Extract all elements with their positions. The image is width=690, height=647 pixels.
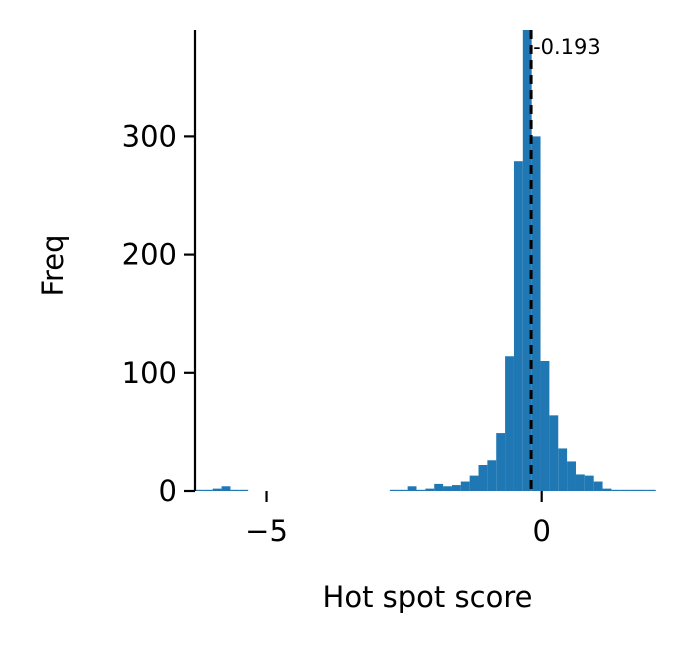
histogram-bar bbox=[637, 489, 647, 491]
histogram-bar bbox=[558, 448, 568, 491]
histogram-bar bbox=[460, 481, 470, 491]
histogram-bar bbox=[487, 460, 497, 491]
x-tick-label: 0 bbox=[532, 514, 550, 548]
histogram-bar bbox=[540, 360, 550, 491]
histogram-bar bbox=[451, 485, 461, 491]
histogram-bar bbox=[239, 489, 249, 491]
histogram-bar bbox=[398, 489, 408, 491]
reference-line-label: -0.193 bbox=[533, 35, 601, 59]
histogram-bar bbox=[593, 481, 603, 491]
y-axis-ticks: 0 100 200 300 bbox=[122, 119, 195, 508]
histogram-bar bbox=[389, 489, 399, 491]
histogram-bar bbox=[416, 489, 426, 491]
histogram-bar bbox=[407, 486, 417, 491]
histogram-bar bbox=[549, 415, 559, 491]
histogram-bar bbox=[469, 475, 479, 491]
histogram-bar bbox=[575, 474, 585, 491]
y-tick-label: 100 bbox=[122, 356, 177, 390]
histogram-bar bbox=[203, 489, 213, 491]
histogram-bar bbox=[478, 464, 488, 491]
y-tick-label: 300 bbox=[122, 119, 177, 153]
histogram-bar bbox=[611, 489, 621, 491]
histogram-bar bbox=[195, 489, 204, 491]
histogram-bar bbox=[629, 489, 638, 491]
histogram-bar bbox=[221, 486, 231, 491]
histogram-bar bbox=[513, 161, 523, 491]
histogram-bar bbox=[496, 433, 506, 491]
histogram-bar bbox=[425, 488, 435, 491]
histogram-bar bbox=[443, 486, 452, 491]
histogram-bar bbox=[584, 475, 594, 491]
histogram-bar bbox=[212, 488, 222, 491]
histogram-bar bbox=[505, 356, 514, 491]
histogram-bar bbox=[230, 489, 240, 491]
x-axis-label: Hot spot score bbox=[323, 580, 533, 614]
histogram-bar bbox=[531, 136, 541, 491]
histogram-bar bbox=[602, 488, 612, 491]
y-tick-label: 200 bbox=[122, 238, 177, 272]
histogram-bar bbox=[434, 483, 444, 491]
histogram-bar bbox=[646, 489, 656, 491]
x-axis-ticks: −5 0 bbox=[245, 491, 551, 548]
histogram-bar bbox=[522, 30, 532, 491]
histogram-bar bbox=[567, 461, 576, 491]
histogram-bar bbox=[620, 489, 630, 491]
y-axis-label: Freq bbox=[36, 234, 70, 296]
histogram-bars bbox=[195, 30, 656, 491]
y-tick-label: 0 bbox=[159, 474, 177, 508]
x-tick-label: −5 bbox=[245, 514, 288, 548]
